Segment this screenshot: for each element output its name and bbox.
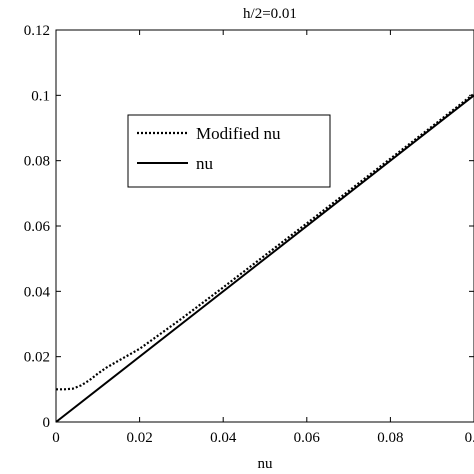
legend-box [127,114,331,188]
y-tick-label: 0.06 [24,219,51,235]
x-tick-label: 0.02 [126,430,152,446]
series [55,92,474,423]
legend-label: nu [196,154,214,173]
y-tick-label: 0.04 [24,284,51,300]
x-tick-label: 0.04 [210,430,237,446]
y-tick-label: 0.1 [31,88,50,104]
series-line-nu [55,94,474,423]
plot-frame [55,29,474,423]
x-tick-label: 0.08 [377,430,403,446]
x-tick-label: 0.1 [465,430,474,446]
legend-label: Modified nu [196,124,281,143]
y-tick-label: 0.02 [24,350,50,366]
y-tick-label: 0.08 [24,154,50,170]
chart-title: h/2=0.01 [243,6,297,22]
y-tick-label: 0.12 [24,23,50,39]
y-tick-label: 0 [43,415,51,431]
x-tick-label: 0.06 [294,430,321,446]
x-axis-title: nu [258,456,274,472]
x-tick-label: 0 [52,430,60,446]
ticks: 0 0.02 0.04 0.06 0.08 0.1 0 0.02 0.04 0.06 0.08 0.1… [24,23,474,446]
legend: Modified nu nu [127,114,331,188]
